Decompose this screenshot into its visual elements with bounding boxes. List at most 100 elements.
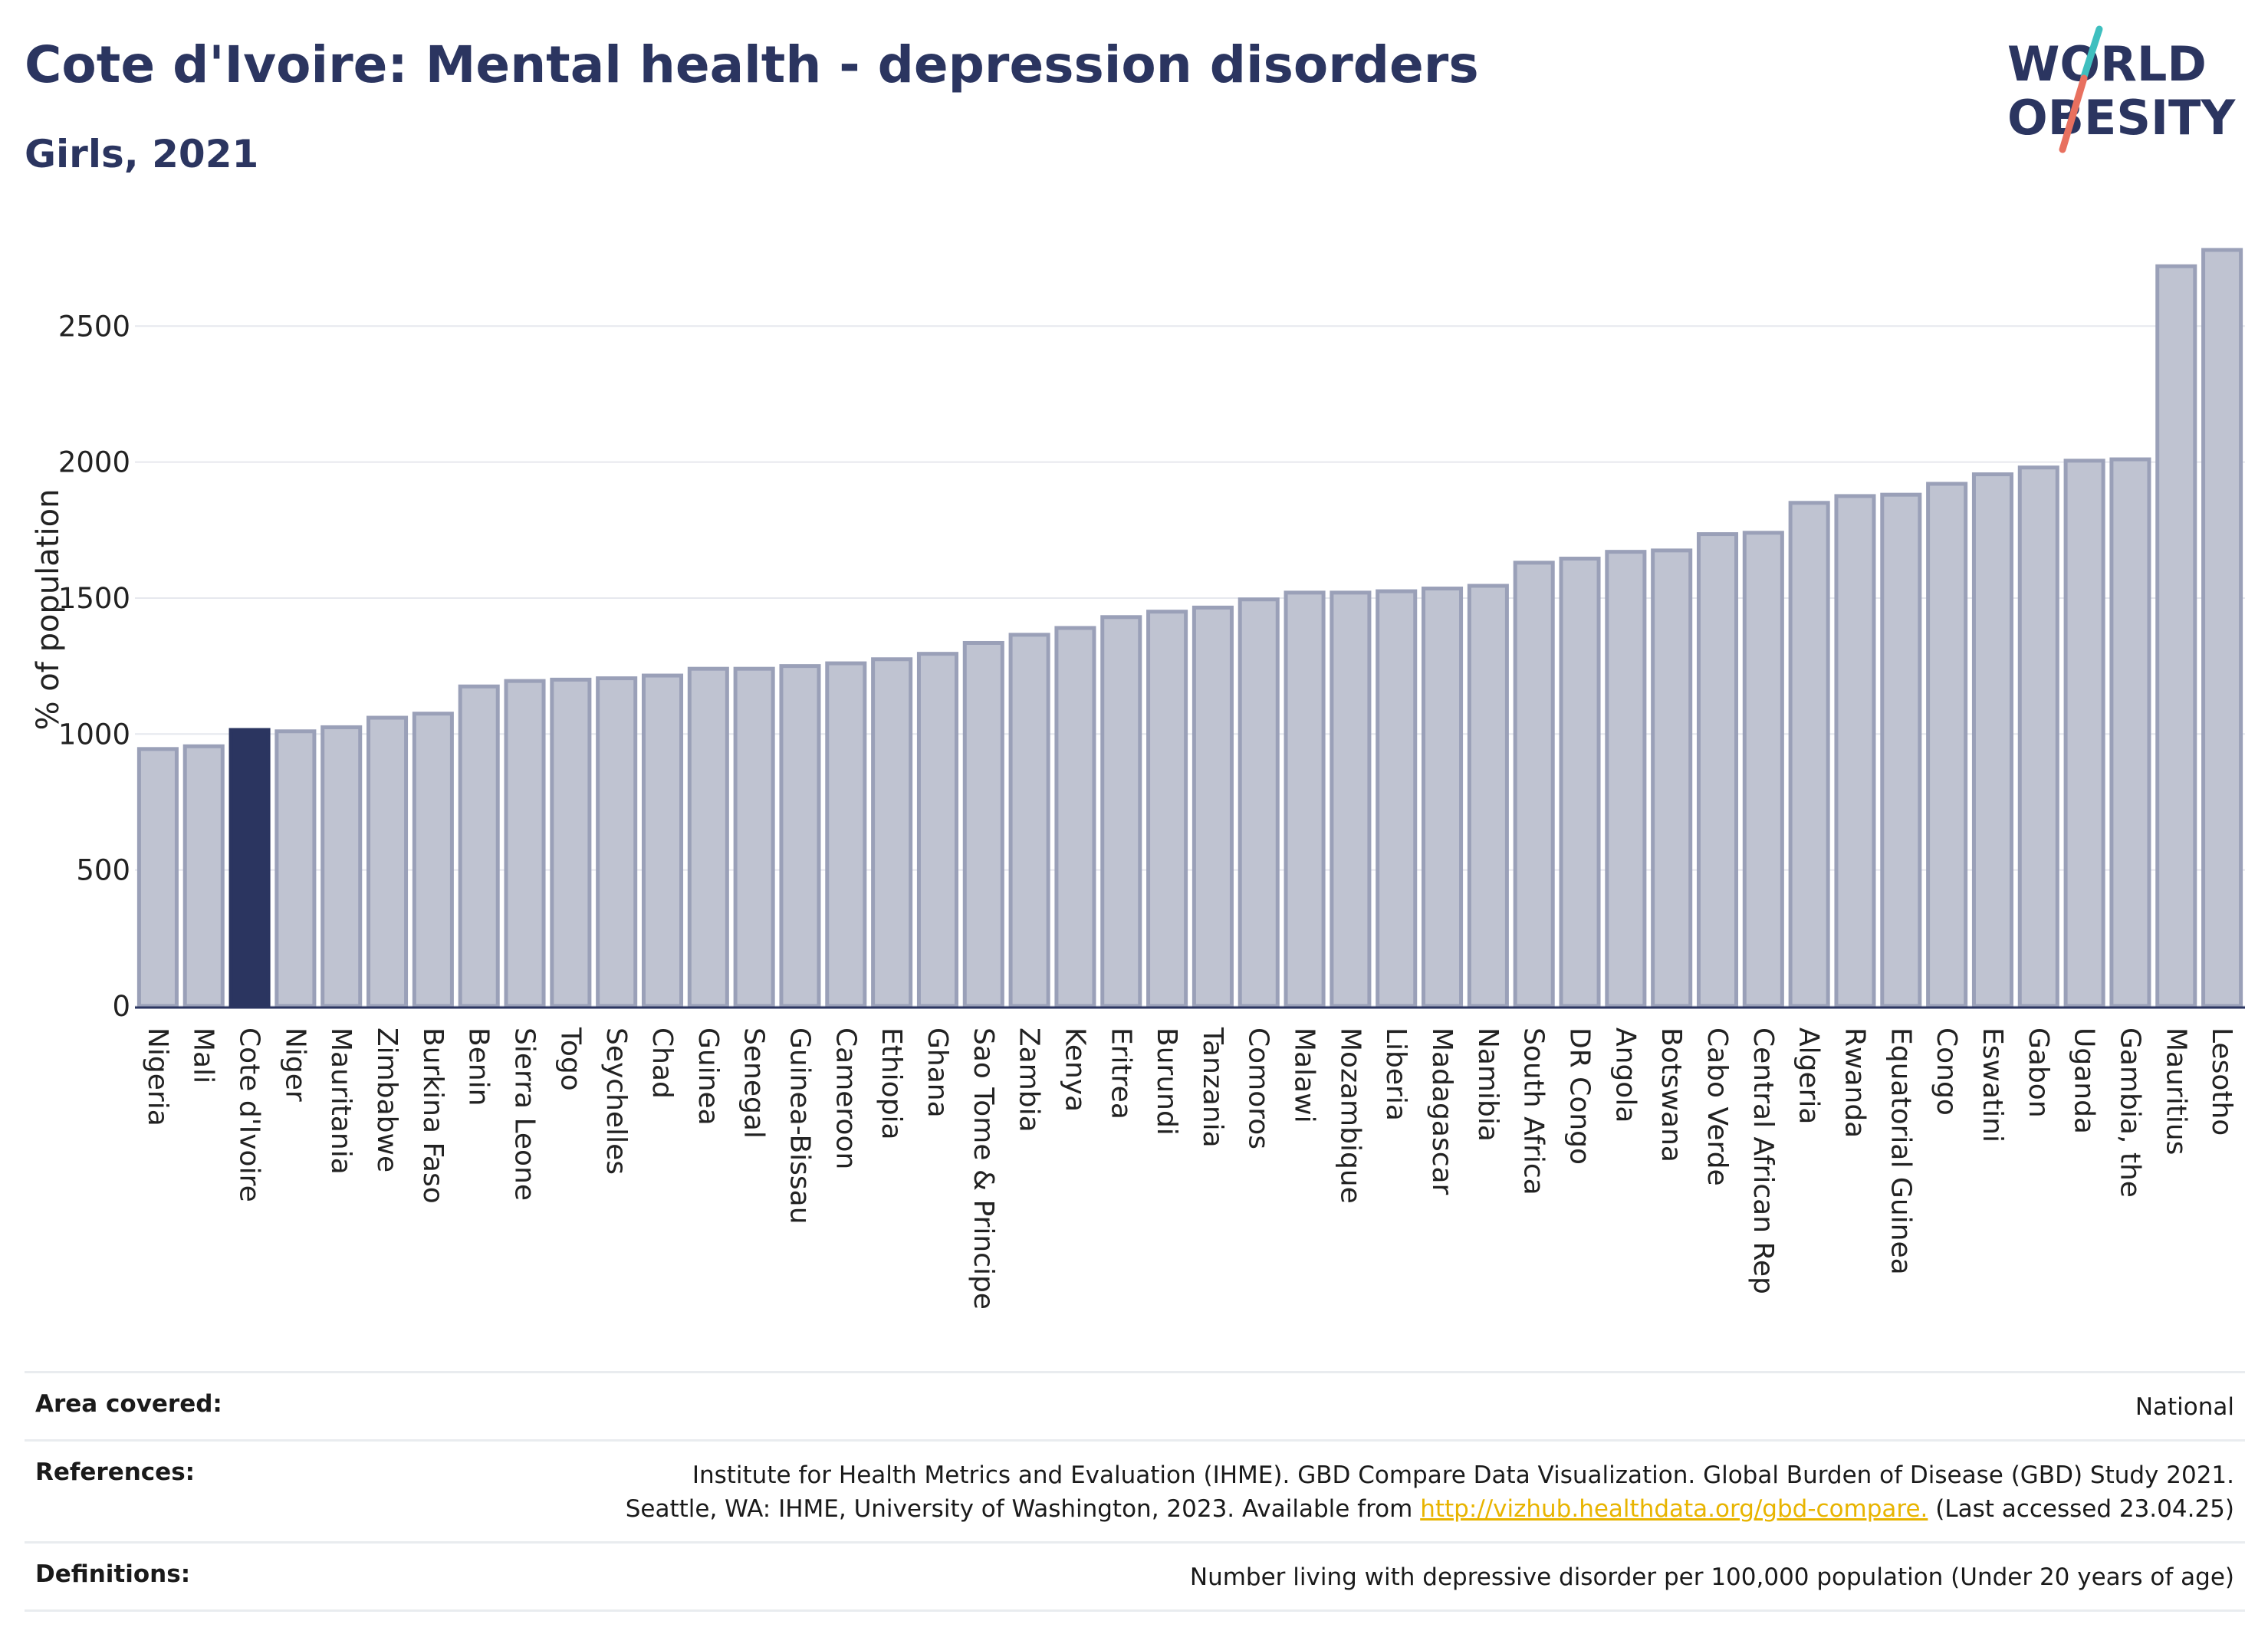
bar-equatorial-guinea (1880, 492, 1922, 1008)
logo-line-2: OBESITY (2007, 90, 2236, 146)
area-label: Area covered: (35, 1390, 222, 1418)
bar-kenya (1054, 626, 1096, 1008)
definitions-label: Definitions: (35, 1560, 191, 1588)
definitions-value: Number living with depressive disorder p… (1189, 1563, 2234, 1591)
chart-subtitle: Girls, 2021 (25, 132, 259, 176)
bar-mauritius (2155, 264, 2197, 1008)
logo-slash-teal (2080, 25, 2103, 81)
bar-uganda (2063, 459, 2105, 1008)
x-tick-label: Namibia (1472, 1027, 1504, 1142)
bar-eswatini (1971, 472, 2013, 1008)
world-obesity-logo: WORLD OBESITY (2007, 25, 2236, 153)
bar-central-african-rep (1742, 531, 1784, 1008)
x-tick-label: Congo (1931, 1027, 1962, 1116)
bar-gambia-the (2109, 457, 2151, 1008)
x-tick-label: Eritrea (1105, 1027, 1136, 1119)
chart-title: Cote d'Ivoire: Mental health - depressio… (25, 35, 1479, 94)
y-tick-label: 1500 (58, 582, 130, 615)
footer-table: Area covered: National References: Insti… (25, 1371, 2245, 1612)
bar-namibia (1467, 584, 1509, 1008)
bar-mauritania (320, 725, 363, 1008)
bar-togo (550, 677, 592, 1008)
x-tick-label: Mauritius (2160, 1027, 2191, 1155)
x-tick-label: Algeria (1793, 1027, 1825, 1125)
references-link[interactable]: http://vizhub.healthdata.org/gbd-compare… (1420, 1495, 1928, 1523)
bar-malawi (1284, 590, 1326, 1008)
bar-zambia (1008, 633, 1050, 1008)
bar-senegal (733, 666, 775, 1008)
x-tick-label: Eswatini (1977, 1027, 2008, 1142)
bar-ghana (916, 652, 958, 1008)
x-tick-label: Malawi (1289, 1027, 1320, 1123)
bar-nigeria (136, 747, 179, 1008)
bar-cabo-verde (1696, 532, 1739, 1008)
x-tick-label: Liberia (1380, 1027, 1412, 1121)
references-line-2-post: (Last accessed 23.04.25) (1928, 1495, 2234, 1523)
x-tick-label: Mali (188, 1027, 219, 1083)
bar-benin (458, 684, 500, 1008)
x-tick-label: Nigeria (142, 1027, 173, 1126)
references-label: References: (35, 1458, 196, 1486)
x-tick-label: Burundi (1151, 1027, 1182, 1136)
x-tick-label: Guinea (692, 1027, 724, 1126)
x-tick-label: Burkina Faso (417, 1027, 449, 1204)
x-tick-label: Cabo Verde (1701, 1027, 1733, 1186)
x-tick-label: Ghana (922, 1027, 953, 1118)
x-tick-label: Lesotho (2206, 1027, 2237, 1136)
x-tick-label: Sierra Leone (509, 1027, 541, 1201)
y-tick-label: 500 (76, 854, 130, 887)
x-tick-label: Cote d'Ivoire (234, 1027, 265, 1202)
bar-lesotho (2201, 248, 2243, 1008)
x-tick-label: Uganda (2069, 1027, 2100, 1134)
bar-sao-tome-principe (962, 640, 1004, 1008)
x-tick-label: Mozambique (1334, 1027, 1366, 1204)
y-tick-label: 0 (112, 990, 130, 1023)
x-tick-label: Sao Tome & Principe (968, 1027, 999, 1310)
bar-tanzania (1192, 605, 1234, 1008)
x-tick-label: DR Congo (1564, 1027, 1596, 1165)
x-tick-label: Togo (554, 1027, 586, 1091)
bar-mozambique (1330, 590, 1372, 1008)
x-tick-label: Benin (463, 1027, 495, 1106)
bar-gabon (2017, 465, 2059, 1008)
y-axis-label: % of population (31, 489, 66, 731)
x-tick-label: Guinea-Bissau (784, 1027, 815, 1225)
bar-burkina-faso (412, 712, 454, 1008)
references-line-1: Institute for Health Metrics and Evaluat… (692, 1461, 2234, 1489)
x-tick-label: Zimbabwe (371, 1027, 403, 1172)
bar-burundi (1146, 610, 1188, 1008)
x-tick-label: Zambia (1014, 1027, 1045, 1133)
footer-row-references: References: Institute for Health Metrics… (25, 1439, 2245, 1541)
x-tick-label: Ethiopia (876, 1027, 907, 1140)
x-tick-label: Tanzania (1197, 1027, 1228, 1148)
bar-botswana (1651, 548, 1693, 1008)
x-tick-label: Gambia, the (2114, 1027, 2145, 1198)
bar-seychelles (596, 676, 638, 1008)
x-tick-label: Chad (646, 1027, 678, 1099)
references-line-2-pre: Seattle, WA: IHME, University of Washing… (625, 1495, 1421, 1523)
bar-zimbabwe (366, 715, 409, 1008)
y-tick-label: 2500 (58, 310, 130, 343)
x-tick-label: Niger (279, 1027, 311, 1102)
x-tick-label: Central African Rep (1747, 1027, 1779, 1294)
bar-liberia (1376, 589, 1418, 1008)
bar-eritrea (1100, 615, 1142, 1008)
bar-algeria (1788, 501, 1830, 1008)
logo-line-1: WORLD (2007, 36, 2207, 92)
bar-comoros (1238, 597, 1280, 1008)
bar-ethiopia (871, 657, 913, 1008)
x-tick-label: Botswana (1655, 1027, 1687, 1162)
x-tick-label: Cameroon (830, 1027, 861, 1169)
bar-south-africa (1513, 561, 1555, 1008)
x-tick-label: Mauritania (325, 1027, 357, 1175)
x-tick-label: Angola (1609, 1027, 1641, 1123)
bar-guinea-bissau (779, 664, 821, 1008)
bar-congo (1926, 482, 1968, 1008)
x-tick-label: South Africa (1518, 1027, 1550, 1195)
x-tick-label: Seychelles (600, 1027, 632, 1175)
x-tick-label: Gabon (2023, 1027, 2054, 1118)
x-tick-label: Rwanda (1839, 1027, 1870, 1138)
bar-rwanda (1834, 494, 1876, 1008)
bar-cote-d-ivoire (228, 728, 271, 1008)
x-tick-label: Kenya (1059, 1027, 1090, 1112)
